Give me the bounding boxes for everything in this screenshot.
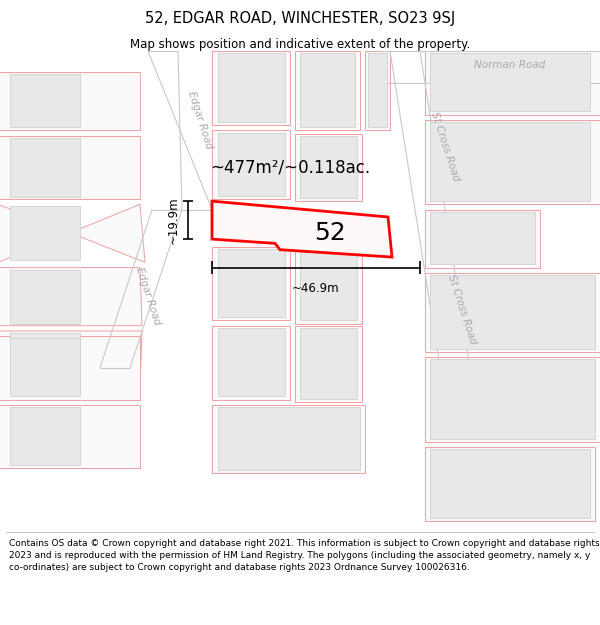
Polygon shape bbox=[212, 246, 290, 321]
Polygon shape bbox=[300, 136, 357, 198]
Polygon shape bbox=[10, 333, 80, 387]
Polygon shape bbox=[0, 331, 142, 389]
Text: Contains OS data © Crown copyright and database right 2021. This information is : Contains OS data © Crown copyright and d… bbox=[9, 539, 599, 572]
Polygon shape bbox=[425, 447, 595, 521]
Polygon shape bbox=[10, 338, 80, 396]
Text: Norman Road: Norman Road bbox=[475, 60, 545, 70]
Polygon shape bbox=[0, 336, 140, 399]
Polygon shape bbox=[10, 74, 80, 128]
Polygon shape bbox=[430, 53, 590, 111]
Polygon shape bbox=[100, 209, 182, 368]
Polygon shape bbox=[10, 206, 80, 260]
Text: ~46.9m: ~46.9m bbox=[292, 282, 340, 296]
Text: 52, EDGAR ROAD, WINCHESTER, SO23 9SJ: 52, EDGAR ROAD, WINCHESTER, SO23 9SJ bbox=[145, 11, 455, 26]
Polygon shape bbox=[0, 72, 140, 131]
Text: St Cross Road: St Cross Road bbox=[429, 110, 461, 182]
Polygon shape bbox=[218, 407, 360, 470]
Polygon shape bbox=[430, 122, 590, 201]
Polygon shape bbox=[430, 275, 595, 349]
Text: Edgar Road: Edgar Road bbox=[134, 266, 162, 326]
Polygon shape bbox=[212, 51, 290, 125]
Polygon shape bbox=[368, 53, 387, 128]
Polygon shape bbox=[212, 201, 392, 257]
Polygon shape bbox=[0, 204, 145, 262]
Text: Map shows position and indicative extent of the property.: Map shows position and indicative extent… bbox=[130, 39, 470, 51]
Polygon shape bbox=[295, 134, 362, 201]
Text: ~477m²/~0.118ac.: ~477m²/~0.118ac. bbox=[210, 158, 370, 176]
Polygon shape bbox=[430, 449, 590, 518]
Polygon shape bbox=[0, 268, 142, 326]
Polygon shape bbox=[390, 51, 470, 368]
Polygon shape bbox=[218, 249, 285, 318]
Polygon shape bbox=[430, 212, 535, 264]
Polygon shape bbox=[295, 326, 362, 402]
Text: ~19.9m: ~19.9m bbox=[167, 196, 180, 244]
Polygon shape bbox=[212, 326, 290, 399]
Text: Edgar Road: Edgar Road bbox=[186, 89, 214, 150]
Polygon shape bbox=[295, 51, 360, 131]
Text: 52: 52 bbox=[314, 221, 346, 245]
Polygon shape bbox=[10, 270, 80, 324]
Polygon shape bbox=[425, 51, 600, 114]
Polygon shape bbox=[218, 53, 285, 122]
Polygon shape bbox=[425, 120, 600, 204]
Polygon shape bbox=[425, 273, 600, 352]
Polygon shape bbox=[430, 359, 595, 439]
Polygon shape bbox=[365, 51, 390, 131]
Polygon shape bbox=[10, 138, 80, 197]
Polygon shape bbox=[218, 328, 285, 396]
Polygon shape bbox=[295, 250, 362, 324]
Polygon shape bbox=[218, 132, 285, 196]
Text: St Cross Road: St Cross Road bbox=[446, 274, 478, 346]
Polygon shape bbox=[0, 405, 140, 468]
Polygon shape bbox=[212, 131, 290, 199]
Polygon shape bbox=[380, 51, 600, 83]
Polygon shape bbox=[148, 51, 212, 209]
Polygon shape bbox=[300, 53, 355, 128]
Polygon shape bbox=[300, 328, 357, 399]
Polygon shape bbox=[425, 357, 600, 442]
Polygon shape bbox=[300, 252, 357, 321]
Polygon shape bbox=[10, 407, 80, 465]
Polygon shape bbox=[425, 209, 540, 268]
Polygon shape bbox=[0, 136, 140, 199]
Polygon shape bbox=[212, 405, 365, 474]
